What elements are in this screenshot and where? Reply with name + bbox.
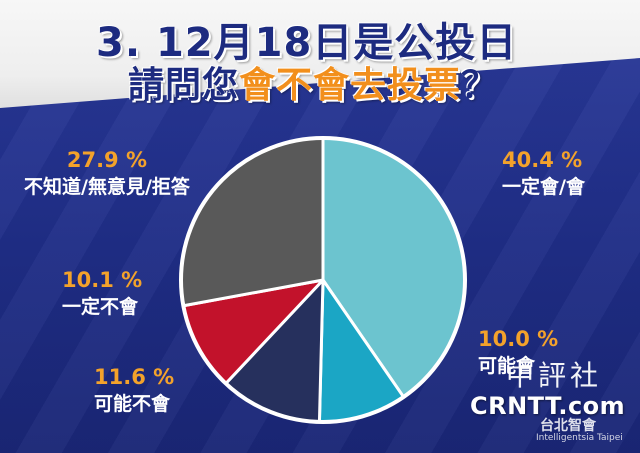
pct-will-not-vote: 10.1 % bbox=[62, 268, 143, 292]
watermark-org-cn: 台北智會 bbox=[540, 418, 596, 434]
label-group-will-not-vote: 10.1 % 一定不會 bbox=[62, 268, 142, 319]
title-line-2-prefix: 請問您 bbox=[128, 65, 240, 106]
watermark-org-en: Intelligentsia Taipei bbox=[536, 433, 623, 443]
watermark-brand-en: CRNTT.com bbox=[470, 392, 626, 420]
label-group-will-vote: 40.4 % 一定會/會 bbox=[502, 148, 585, 199]
pie-slices bbox=[179, 136, 467, 424]
cat-may-vote: 可能會 bbox=[478, 355, 536, 377]
pct-may-not-vote: 11.6 % bbox=[94, 365, 175, 389]
cat-will-vote: 一定會/會 bbox=[502, 176, 585, 198]
watermark-brand-cn: 中評社 bbox=[506, 359, 603, 392]
slice-dont-know bbox=[179, 136, 325, 308]
label-group-may-vote: 10.0 % 可能會 bbox=[478, 327, 558, 378]
cat-will-not-vote: 一定不會 bbox=[62, 296, 139, 318]
pct-may-vote: 10.0 % bbox=[478, 327, 559, 351]
label-group-may-not-vote: 11.6 % 可能不會 bbox=[94, 365, 174, 416]
title-line-2: 請問您會不會去投票？ bbox=[128, 56, 498, 108]
title-line-2-question-mark: ？ bbox=[461, 65, 499, 106]
pct-dont-know: 27.9 % bbox=[66, 148, 148, 172]
label-group-dont-know: 27.9 % 不知道/無意見/拒答 bbox=[24, 148, 190, 199]
cat-dont-know: 不知道/無意見/拒答 bbox=[24, 176, 190, 198]
pct-will-vote: 40.4 % bbox=[502, 148, 583, 172]
title-line-1: 3. 12月18日是公投日 bbox=[96, 20, 518, 66]
title-line-2-highlight: 會不會去投票 bbox=[239, 65, 462, 106]
pie-outline bbox=[179, 136, 467, 424]
cat-may-not-vote: 可能不會 bbox=[94, 393, 171, 415]
